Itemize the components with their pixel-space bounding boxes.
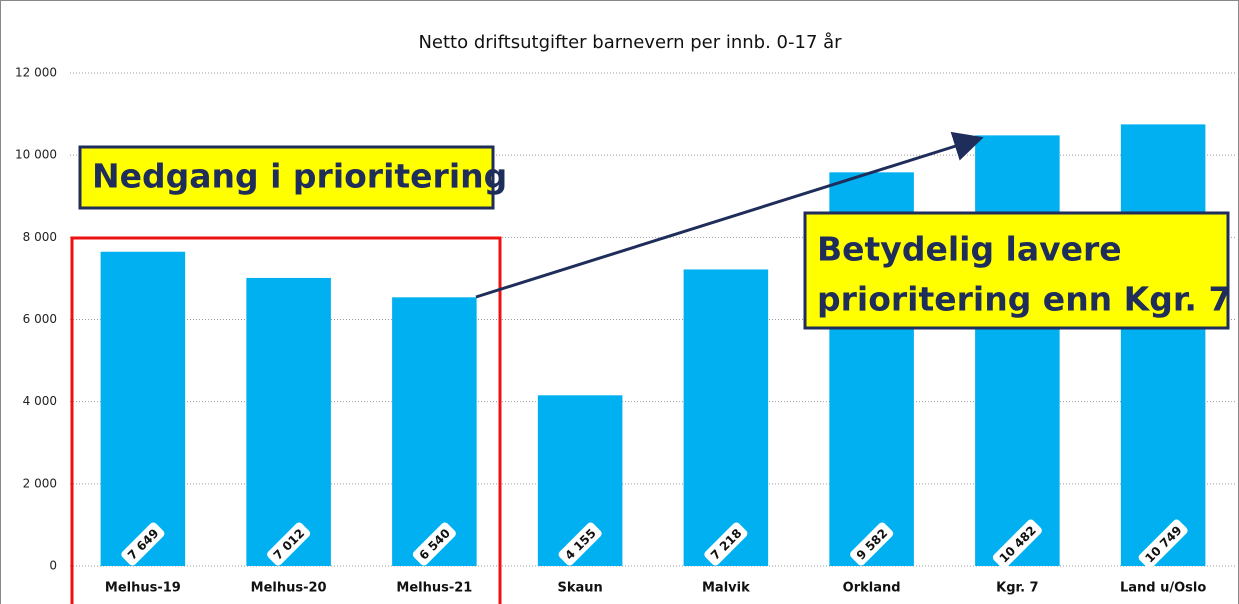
annotation-box	[78, 145, 495, 210]
x-tick-label: Land u/Oslo	[1120, 581, 1206, 596]
value-label-bg	[267, 522, 311, 566]
chart-title: Netto driftsutgifter barnevern per innb.…	[418, 32, 842, 53]
bar	[1120, 124, 1206, 566]
bar	[683, 269, 769, 566]
value-label-bg	[1138, 519, 1188, 569]
y-tick-label: 8 000	[23, 230, 57, 244]
bar	[246, 277, 331, 566]
value-label-bg	[850, 522, 894, 566]
annotations: Nedgang i prioritering Betydelig lavere pr…	[78, 145, 1231, 330]
bar	[392, 297, 477, 566]
annotation-text: Betydelig lavere	[817, 230, 1122, 269]
arrow	[475, 131, 984, 299]
y-tick-label: 0	[49, 559, 57, 573]
value-label-bg	[121, 522, 165, 566]
x-tick-label: Malvik	[702, 581, 750, 596]
value-label-bg	[412, 522, 456, 566]
x-tick-label: Orkland	[843, 581, 901, 596]
x-tick-label: Melhus-21	[396, 581, 472, 596]
x-tick-label: Skaun	[557, 581, 602, 596]
value-label-bg	[704, 522, 748, 566]
annotation-box	[803, 211, 1230, 330]
x-tick-label: Kgr. 7	[996, 581, 1038, 596]
y-tick-label: 12 000	[15, 66, 57, 80]
value-label-bg	[992, 519, 1042, 569]
grid: 0 2 000 4 000 6 000 8 000 10 000 12 000	[15, 66, 1236, 573]
y-tick-label: 10 000	[15, 148, 57, 162]
y-tick-label: 6 000	[23, 312, 57, 326]
annotation-text: prioritering enn Kgr. 7	[817, 280, 1231, 319]
annotation-text: Nedgang i prioritering	[92, 157, 507, 196]
highlight-box	[70, 236, 502, 604]
y-tick-label: 2 000	[23, 476, 57, 490]
x-tick-label: Melhus-19	[105, 581, 181, 596]
bar	[975, 135, 1060, 566]
bar	[100, 251, 186, 566]
value-label-bg	[558, 522, 602, 566]
x-tick-label: Melhus-20	[251, 581, 327, 596]
y-tick-label: 4 000	[23, 394, 57, 408]
